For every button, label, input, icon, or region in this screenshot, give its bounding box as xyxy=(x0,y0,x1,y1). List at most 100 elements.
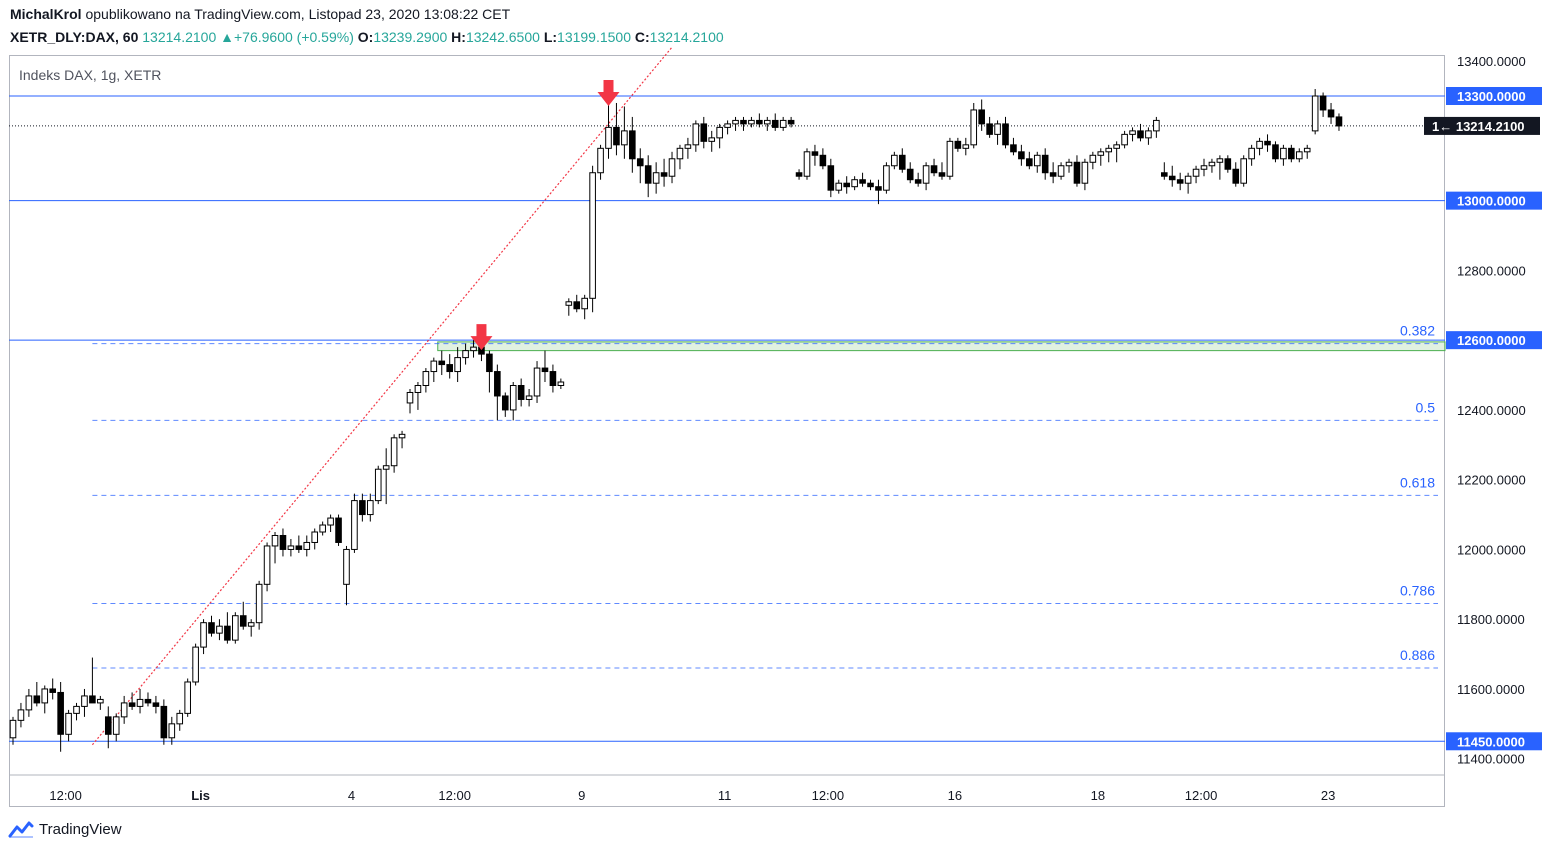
candle-body[interactable] xyxy=(1272,144,1279,160)
candle-body[interactable] xyxy=(462,350,469,359)
candle-body[interactable] xyxy=(1018,151,1025,160)
candle-body[interactable] xyxy=(692,123,700,146)
candle-body[interactable] xyxy=(676,147,684,160)
candle-body[interactable] xyxy=(216,625,223,634)
candle-body[interactable] xyxy=(470,346,477,352)
candle-body[interactable] xyxy=(382,465,390,470)
candle-body[interactable] xyxy=(525,395,533,400)
candle-body[interactable] xyxy=(398,433,406,439)
candle-body[interactable] xyxy=(176,712,184,725)
candle-body[interactable] xyxy=(414,385,422,393)
candle-body[interactable] xyxy=(128,702,136,707)
candle-body[interactable] xyxy=(819,154,827,167)
candle-body[interactable] xyxy=(1335,116,1343,127)
candle-body[interactable] xyxy=(1224,158,1232,170)
candle-body[interactable] xyxy=(422,371,430,387)
candle-body[interactable] xyxy=(1097,151,1105,156)
candle-body[interactable] xyxy=(327,517,334,526)
candle-body[interactable] xyxy=(533,367,541,397)
candle-body[interactable] xyxy=(740,119,747,125)
candle-body[interactable] xyxy=(660,172,668,177)
candle-body[interactable] xyxy=(1121,133,1128,146)
candle-body[interactable] xyxy=(700,123,708,142)
candle-body[interactable] xyxy=(501,395,509,411)
candle-body[interactable] xyxy=(335,517,342,543)
trendline[interactable] xyxy=(91,46,673,746)
candle-body[interactable] xyxy=(605,126,612,149)
candle-body[interactable] xyxy=(1280,147,1287,160)
candle-body[interactable] xyxy=(1232,168,1240,184)
candle-body[interactable] xyxy=(1041,154,1049,174)
candle-body[interactable] xyxy=(208,622,215,634)
candle-body[interactable] xyxy=(104,716,112,735)
candle-body[interactable] xyxy=(843,182,851,188)
candle-body[interactable] xyxy=(33,695,41,704)
candle-body[interactable] xyxy=(621,130,628,146)
candle-body[interactable] xyxy=(152,702,160,707)
candle-body[interactable] xyxy=(636,158,644,167)
candle-body[interactable] xyxy=(732,119,739,125)
candle-body[interactable] xyxy=(509,385,517,411)
candle-body[interactable] xyxy=(97,698,104,704)
candle-body[interactable] xyxy=(1240,158,1248,184)
candle-body[interactable] xyxy=(930,165,938,174)
candle-body[interactable] xyxy=(263,545,271,585)
candle-body[interactable] xyxy=(1002,123,1009,146)
candle-body[interactable] xyxy=(914,179,922,184)
candle-body[interactable] xyxy=(668,158,676,177)
resistance-zone[interactable] xyxy=(437,341,1446,352)
candle-body[interactable] xyxy=(795,172,803,177)
candle-body[interactable] xyxy=(1319,95,1327,111)
candle-body[interactable] xyxy=(406,391,414,404)
tradingview-brand[interactable]: TradingView xyxy=(8,820,122,838)
candle-body[interactable] xyxy=(779,119,787,128)
candle-body[interactable] xyxy=(351,500,358,550)
candle-body[interactable] xyxy=(224,625,231,641)
candle-body[interactable] xyxy=(279,534,287,550)
candle-body[interactable] xyxy=(295,545,303,550)
candle-body[interactable] xyxy=(1288,147,1295,160)
candle-body[interactable] xyxy=(1200,165,1208,170)
candle-body[interactable] xyxy=(200,622,207,648)
candle-body[interactable] xyxy=(1192,168,1200,177)
candle-body[interactable] xyxy=(883,165,890,191)
candle-body[interactable] xyxy=(1057,165,1065,177)
candle-body[interactable] xyxy=(859,179,866,184)
candle-body[interactable] xyxy=(239,615,247,627)
candle-body[interactable] xyxy=(938,172,946,177)
candle-body[interactable] xyxy=(1010,144,1017,153)
candle-body[interactable] xyxy=(922,165,930,184)
candle-body[interactable] xyxy=(906,168,914,181)
candle-body[interactable] xyxy=(144,698,152,704)
candle-body[interactable] xyxy=(946,140,954,177)
candle-body[interactable] xyxy=(1161,172,1168,177)
candle-body[interactable] xyxy=(724,123,731,128)
candle-body[interactable] xyxy=(835,182,843,191)
candle-body[interactable] xyxy=(81,695,88,707)
candle-body[interactable] xyxy=(629,130,636,160)
candle-body[interactable] xyxy=(1208,161,1216,167)
candle-body[interactable] xyxy=(1216,158,1224,163)
candle-body[interactable] xyxy=(1145,130,1152,139)
candle-body[interactable] xyxy=(160,705,168,739)
candle-body[interactable] xyxy=(319,524,326,533)
candle-body[interactable] xyxy=(17,709,25,721)
candle-body[interactable] xyxy=(390,437,398,467)
candle-body[interactable] xyxy=(962,144,970,149)
candle-body[interactable] xyxy=(867,182,874,188)
candle-body[interactable] xyxy=(1168,175,1176,181)
candle-body[interactable] xyxy=(978,109,985,125)
candle-body[interactable] xyxy=(89,695,96,704)
candle-body[interactable] xyxy=(613,126,620,146)
candle-body[interactable] xyxy=(247,622,255,627)
candle-body[interactable] xyxy=(827,165,835,191)
candle-body[interactable] xyxy=(898,154,906,170)
candle-body[interactable] xyxy=(255,583,263,624)
candle-body[interactable] xyxy=(454,357,461,373)
candle-body[interactable] xyxy=(581,297,588,310)
candle-body[interactable] xyxy=(41,688,49,704)
candle-body[interactable] xyxy=(1073,161,1081,184)
candle-body[interactable] xyxy=(1081,161,1089,184)
candle-body[interactable] xyxy=(994,123,1001,135)
